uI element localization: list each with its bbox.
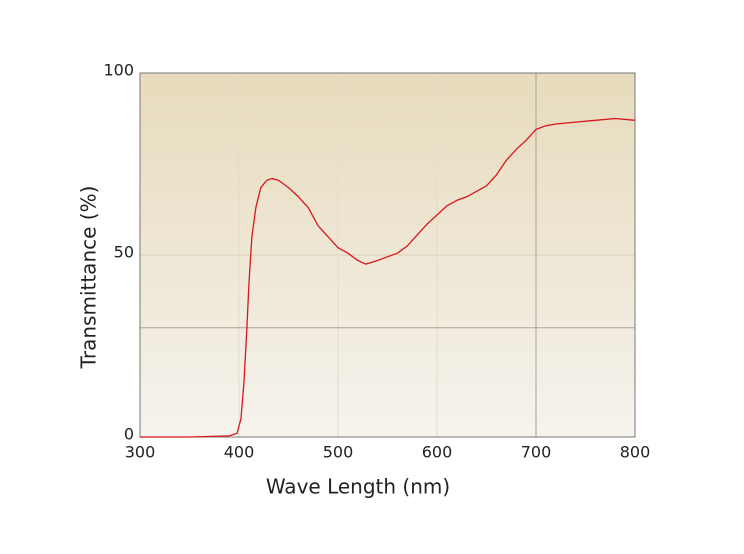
data-line: [140, 117, 636, 438]
x-tick-label: 300: [125, 443, 156, 462]
x-tick-label: 600: [422, 443, 453, 462]
x-axis-label: Wave Length (nm): [266, 475, 450, 499]
y-tick-label: 0: [124, 425, 134, 444]
y-tick-label: 50: [114, 243, 134, 262]
plot-border: [139, 72, 636, 438]
y-axis-label: Transmittance (%): [77, 186, 101, 370]
x-tick-label: 400: [224, 443, 255, 462]
x-tick-label: 500: [323, 443, 354, 462]
y-tick-label: 100: [103, 61, 134, 80]
x-tick-label: 700: [521, 443, 552, 462]
x-tick-label: 800: [620, 443, 651, 462]
